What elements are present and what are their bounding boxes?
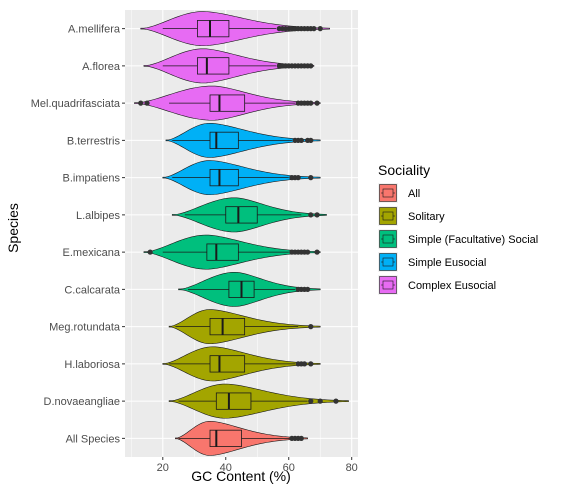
y-tick-label: A.florea	[82, 61, 121, 73]
violin-group	[162, 160, 321, 196]
outlier-point	[308, 324, 314, 330]
box-iqr	[209, 94, 246, 112]
legend-key-box	[382, 280, 394, 290]
y-tick-label: L.albipes	[76, 210, 121, 222]
violin-group	[134, 85, 321, 121]
violin-group	[140, 11, 330, 47]
y-tick-label: E.mexicana	[63, 247, 121, 259]
outlier-point	[305, 286, 311, 292]
x-tick-label: 40	[220, 462, 232, 474]
violin-group	[143, 234, 321, 270]
violin-series	[134, 11, 349, 456]
x-tick-label: 20	[157, 462, 169, 474]
outlier-point	[147, 249, 153, 255]
y-tick-label: Mel.quadrifasciata	[31, 98, 121, 110]
legend-label: All	[408, 188, 420, 200]
legend-label: Simple Eusocial	[408, 257, 486, 269]
y-tick-label: All Species	[66, 433, 121, 445]
outlier-point	[308, 63, 314, 69]
outlier-point	[311, 26, 317, 32]
legend-item: Complex Eusocial	[378, 275, 496, 295]
box-iqr	[225, 206, 258, 224]
y-tick-label: B.impatiens	[63, 173, 121, 185]
violin-group	[168, 383, 349, 419]
violin-group	[175, 420, 308, 456]
x-axis-tick-labels: 20 40 60 80	[157, 457, 358, 474]
legend-key-box	[382, 257, 394, 267]
outlier-point	[314, 100, 320, 106]
outlier-point	[301, 361, 308, 367]
x-tick-label: 60	[283, 462, 295, 474]
box-iqr	[209, 355, 246, 373]
y-axis-title: Species	[5, 203, 21, 253]
outlier-point	[308, 137, 314, 143]
violin-group	[178, 271, 321, 307]
x-tick-label: 80	[346, 462, 358, 474]
outlier-point	[144, 100, 150, 106]
outlier-point	[314, 212, 320, 218]
outlier-point	[308, 175, 314, 181]
legend-title: Sociality	[378, 162, 430, 178]
box-iqr	[209, 429, 242, 447]
outlier-point	[308, 398, 314, 404]
legend-item: All	[378, 183, 420, 203]
outlier-point	[308, 361, 314, 367]
legend-label: Simple (Facultative) Social	[408, 234, 538, 246]
violin-group	[171, 197, 327, 233]
legend-label: Complex Eusocial	[408, 280, 496, 292]
legend-key-box	[382, 211, 394, 221]
legend: Sociality All Solitary Simple (Facultative…	[378, 162, 538, 295]
violin-group	[143, 48, 315, 84]
plot-panel	[125, 10, 358, 457]
y-axis-tick-labels: A.mellifera A.florea Mel.quadrifasciata B.t…	[31, 24, 125, 445]
outlier-point	[295, 175, 301, 181]
y-tick-label: D.novaeangliae	[44, 396, 120, 408]
legend-key-box	[382, 234, 394, 244]
outlier-point	[298, 435, 304, 441]
outlier-point	[308, 212, 314, 218]
box-iqr	[206, 243, 239, 261]
y-tick-label: C.calcarata	[64, 284, 121, 296]
legend-item: Solitary	[378, 206, 445, 226]
box-iqr	[209, 131, 239, 149]
y-tick-label: Meg.rotundata	[49, 322, 121, 334]
violin-group	[162, 346, 321, 382]
legend-key-box	[382, 188, 394, 198]
outlier-point	[138, 100, 144, 106]
y-tick-label: A.mellifera	[68, 24, 121, 36]
box-iqr	[215, 392, 252, 410]
y-tick-label: B.terrestris	[67, 135, 121, 147]
box-iqr	[209, 318, 246, 336]
violin-group	[165, 122, 321, 158]
box-iqr	[197, 20, 230, 38]
x-axis-title: GC Content (%)	[191, 468, 291, 484]
outlier-point	[333, 398, 339, 404]
outlier-point	[317, 398, 323, 404]
legend-item: Simple (Facultative) Social	[378, 229, 538, 249]
box-iqr	[197, 57, 230, 75]
violin-group	[168, 309, 321, 345]
outlier-point	[317, 26, 323, 32]
outlier-point	[314, 249, 320, 255]
outlier-point	[305, 249, 311, 255]
legend-label: Solitary	[408, 211, 445, 223]
outlier-point	[308, 100, 314, 106]
box-iqr	[209, 169, 239, 187]
legend-item: Simple Eusocial	[378, 252, 486, 272]
outlier-point	[298, 137, 304, 143]
y-tick-label: H.laboriosa	[64, 359, 121, 371]
